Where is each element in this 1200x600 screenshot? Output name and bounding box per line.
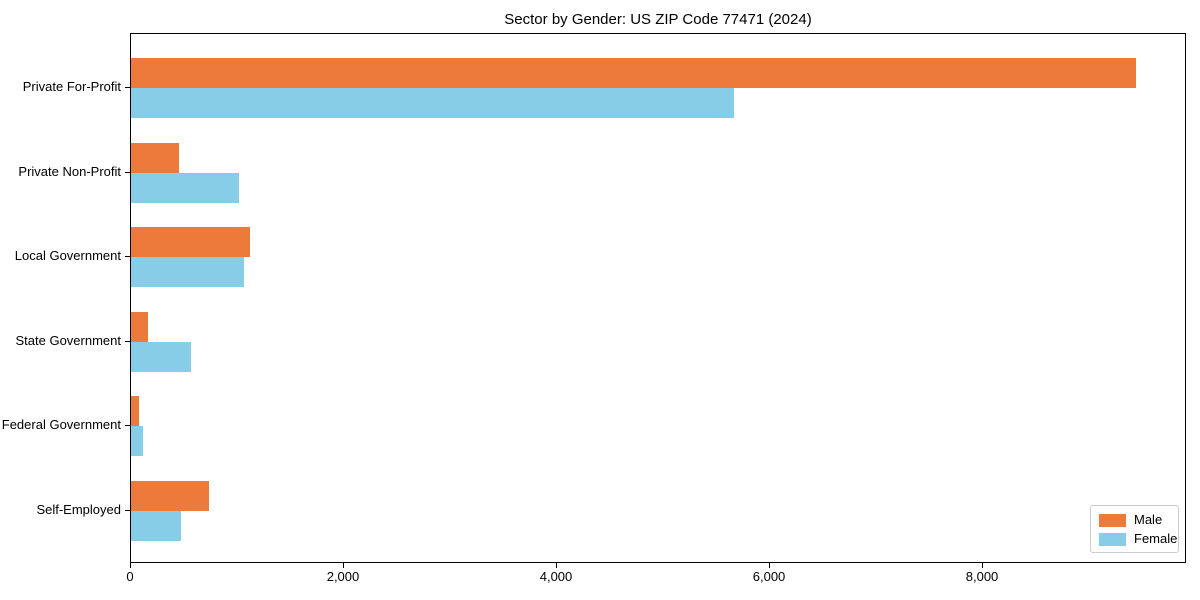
male-swatch-icon xyxy=(1099,513,1126,527)
ytick-federal-government xyxy=(125,425,130,427)
legend: Male Female xyxy=(1090,505,1179,553)
category-label-state-government: State Government xyxy=(15,332,122,348)
bar-male-self-employed xyxy=(131,481,209,511)
bar-female-federal-government xyxy=(131,426,143,457)
bar-male-federal-government xyxy=(131,396,139,427)
chart-title: Sector by Gender: US ZIP Code 77471 (202… xyxy=(504,11,812,28)
ytick-local-government xyxy=(125,256,130,258)
ytick-state-government xyxy=(125,340,130,342)
bar-female-self-employed xyxy=(131,511,181,541)
bar-female-private-non-profit xyxy=(131,172,239,203)
xtick-label-6000: 6,000 xyxy=(752,569,786,584)
ytick-private-non-profit xyxy=(125,171,130,173)
legend-item-female: Female xyxy=(1099,532,1177,546)
xtick-label-4000: 4,000 xyxy=(539,569,573,584)
female-swatch-icon xyxy=(1099,532,1126,546)
xtick-6000 xyxy=(768,563,770,568)
category-label-local-government: Local Government xyxy=(14,248,121,264)
category-label-private-for-profit: Private For-Profit xyxy=(22,79,121,94)
xtick-label-0: 0 xyxy=(126,569,134,584)
bar-male-local-government xyxy=(131,227,250,258)
bar-male-private-non-profit xyxy=(131,142,179,173)
ytick-self-employed xyxy=(125,510,130,511)
plot-area xyxy=(130,33,1186,563)
bar-female-private-for-profit xyxy=(131,88,734,118)
category-label-self-employed: Self-Employed xyxy=(36,502,121,517)
xtick-8000 xyxy=(981,563,983,568)
xtick-0 xyxy=(129,563,131,568)
xtick-4000 xyxy=(555,563,557,568)
legend-label-female: Female xyxy=(1134,531,1178,546)
bar-female-state-government xyxy=(131,341,191,372)
xtick-label-8000: 8,000 xyxy=(965,569,999,584)
bar-female-local-government xyxy=(131,257,244,288)
legend-item-male: Male xyxy=(1099,513,1170,527)
legend-label-male: Male xyxy=(1134,512,1163,527)
category-label-private-non-profit: Private Non-Profit xyxy=(18,163,121,179)
xtick-label-2000: 2,000 xyxy=(326,569,360,584)
category-label-federal-government: Federal Government xyxy=(1,417,121,433)
xtick-2000 xyxy=(342,563,344,568)
bar-male-private-for-profit xyxy=(131,58,1136,88)
ytick-private-for-profit xyxy=(125,87,130,88)
bar-male-state-government xyxy=(131,311,148,342)
